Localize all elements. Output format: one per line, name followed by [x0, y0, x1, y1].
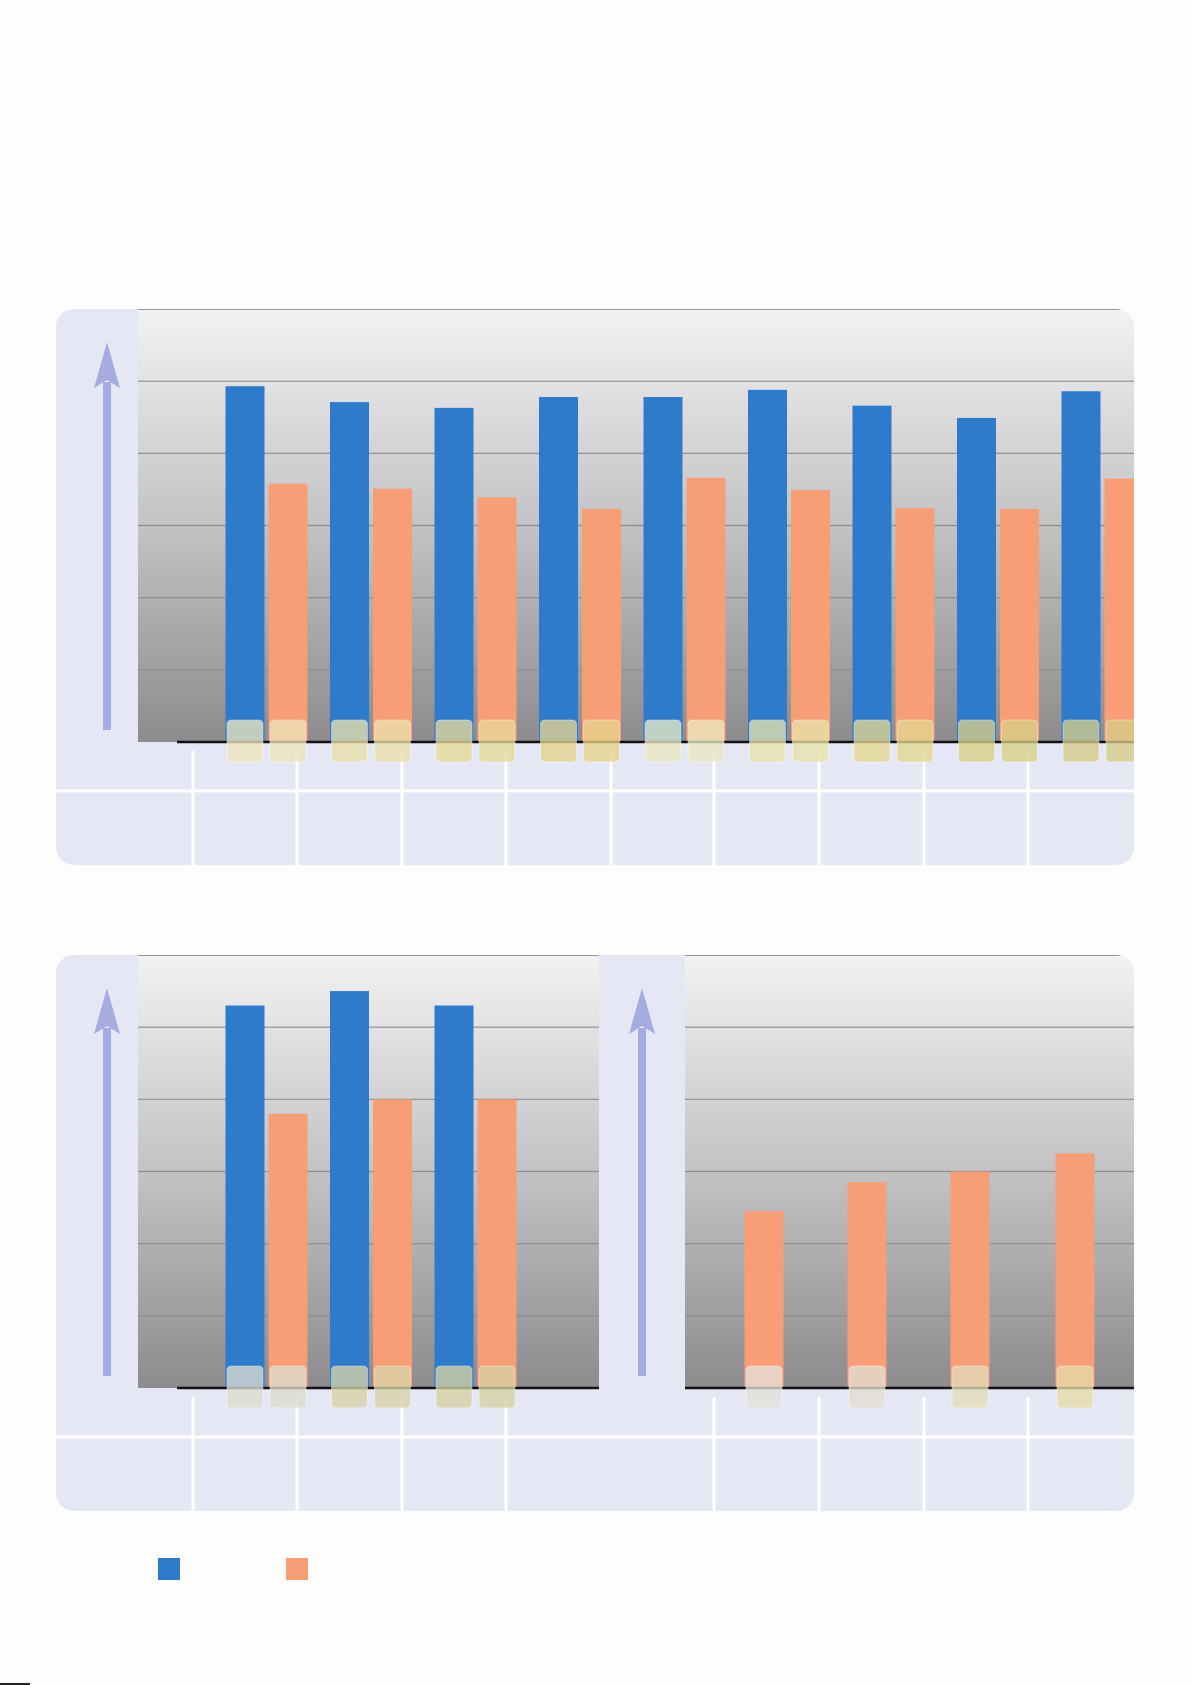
bar-base-tile: [331, 719, 368, 763]
bar-base-tile: [644, 719, 682, 763]
bar-series-1: [330, 402, 369, 742]
bar-base-tile: [435, 1365, 473, 1409]
legend-item-series-2: [286, 1557, 316, 1581]
legend-swatch-series-2: [286, 1558, 308, 1580]
bar-base-tile: [951, 1365, 989, 1409]
bar-base-tile: [792, 719, 829, 763]
bar-base-tile: [478, 719, 516, 763]
axis-arrow-head: [629, 988, 655, 1034]
bar-series-1: [539, 397, 578, 742]
bar-base-tile: [848, 1365, 886, 1409]
bar-series-2: [268, 1113, 308, 1388]
bar-series-2: [950, 1171, 990, 1388]
bar-series-1: [330, 991, 369, 1388]
bar-series-2: [373, 1099, 412, 1388]
bar-base-tile: [1056, 1365, 1094, 1409]
bar-base-tile: [583, 719, 620, 763]
bar-series-2: [686, 477, 726, 742]
bar-base-tile: [687, 719, 725, 763]
axis-arrow-head: [94, 342, 120, 388]
bar-series-2: [744, 1211, 784, 1388]
bar-base-tile: [853, 719, 891, 763]
bar-base-tile: [745, 1365, 783, 1409]
bar-base-tile: [540, 719, 577, 763]
bar-base-tile: [435, 719, 473, 763]
bar-series-2: [1104, 478, 1134, 742]
bar-series-2: [1000, 508, 1039, 742]
axis-arrow-shaft: [103, 382, 111, 730]
bar-series-1: [643, 397, 683, 742]
bar-series-2: [1055, 1153, 1095, 1388]
bar-series-1: [225, 386, 265, 742]
bar-series-1: [852, 405, 892, 742]
axis-arrow-shaft: [638, 1028, 646, 1376]
bar-series-2: [847, 1182, 887, 1388]
axis-arrow-head: [94, 988, 120, 1034]
bar-base-tile: [269, 1365, 307, 1409]
bar-series-2: [373, 488, 412, 742]
bar-base-tile: [958, 719, 995, 763]
bar-base-tile: [331, 1365, 368, 1409]
bar-base-tile: [269, 719, 307, 763]
page-corner-mark: [0, 1683, 30, 1685]
bar-base-tile: [374, 719, 411, 763]
chart-bottom-svg: [56, 955, 1134, 1511]
bar-series-2: [895, 508, 935, 742]
bar-series-1: [225, 1005, 265, 1388]
bar-base-tile: [226, 719, 264, 763]
bar-base-tile: [374, 1365, 411, 1409]
bar-series-1: [957, 417, 996, 742]
bar-series-2: [477, 497, 517, 742]
bar-base-tile: [749, 719, 786, 763]
bar-series-2: [477, 1099, 517, 1388]
bar-series-2: [791, 490, 830, 742]
bar-series-1: [434, 1005, 474, 1388]
legend-swatch-series-1: [158, 1558, 180, 1580]
bar-base-tile: [1062, 719, 1100, 763]
bar-series-1: [434, 407, 474, 742]
bar-base-tile: [896, 719, 934, 763]
bar-base-tile: [1105, 719, 1134, 763]
chart-panel-top: [56, 309, 1134, 865]
bar-base-tile: [226, 1365, 264, 1409]
chart-panel-bottom: [56, 955, 1134, 1511]
bar-series-2: [268, 483, 308, 742]
bar-series-1: [1061, 391, 1101, 742]
bar-series-1: [748, 389, 787, 742]
chart-top-svg: [56, 309, 1134, 865]
axis-arrow-shaft: [103, 1028, 111, 1376]
legend-item-series-1: [158, 1557, 188, 1581]
bar-base-tile: [1001, 719, 1038, 763]
bar-series-2: [582, 508, 621, 742]
bar-base-tile: [478, 1365, 516, 1409]
